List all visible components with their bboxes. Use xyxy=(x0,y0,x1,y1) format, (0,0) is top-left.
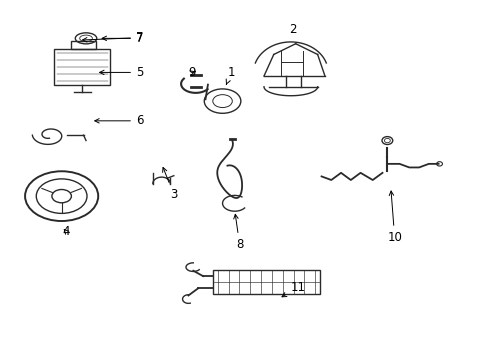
Text: 11: 11 xyxy=(282,281,305,297)
Text: 10: 10 xyxy=(386,191,401,244)
Text: 8: 8 xyxy=(233,214,243,251)
Text: 5: 5 xyxy=(100,66,143,79)
Bar xyxy=(54,49,110,85)
Text: 2: 2 xyxy=(289,23,296,36)
Text: 1: 1 xyxy=(226,66,235,84)
Text: 7: 7 xyxy=(102,32,143,45)
Text: 3: 3 xyxy=(163,167,177,201)
Text: 7: 7 xyxy=(82,31,143,44)
Text: 9: 9 xyxy=(188,66,196,79)
Bar xyxy=(71,41,96,49)
Text: 6: 6 xyxy=(95,114,143,127)
Bar xyxy=(212,270,320,294)
Text: 4: 4 xyxy=(62,225,70,238)
